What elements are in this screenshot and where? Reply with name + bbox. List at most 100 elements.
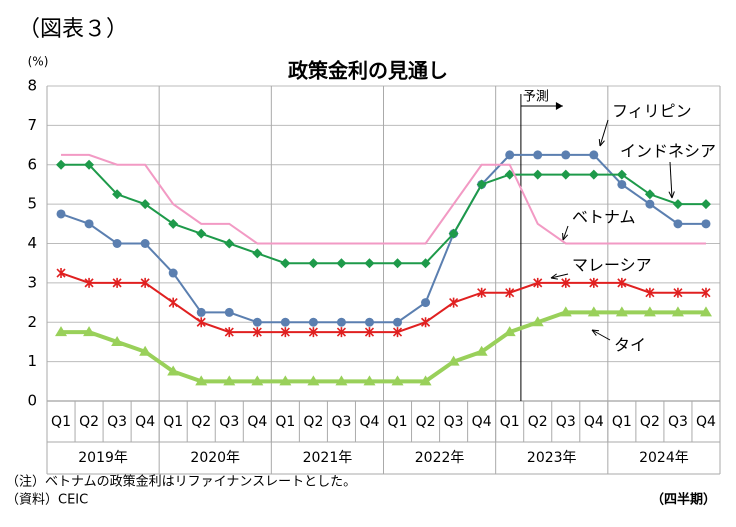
y-tick-label: 4 bbox=[27, 234, 37, 252]
point bbox=[364, 317, 374, 327]
point bbox=[308, 317, 318, 327]
series-label: インドネシア bbox=[620, 142, 716, 161]
x-tick-label: Q2 bbox=[191, 414, 211, 430]
point bbox=[196, 317, 206, 328]
label-arrow bbox=[550, 273, 569, 279]
x-tick-label: Q4 bbox=[247, 414, 267, 430]
label-arrowhead bbox=[550, 273, 558, 280]
x-tick-label: Q1 bbox=[500, 414, 520, 430]
point bbox=[280, 317, 290, 327]
point bbox=[84, 159, 95, 170]
y-tick-label: 6 bbox=[27, 155, 37, 173]
x-tick-label: Q2 bbox=[416, 414, 436, 430]
point bbox=[532, 169, 543, 180]
point bbox=[392, 327, 403, 338]
point bbox=[699, 306, 712, 317]
y-tick-label: 2 bbox=[27, 313, 37, 331]
point bbox=[168, 297, 178, 308]
point bbox=[112, 239, 122, 248]
x-tick-label: Q1 bbox=[388, 414, 408, 430]
point bbox=[364, 327, 375, 338]
point bbox=[561, 277, 571, 288]
source: （資料）CEIC bbox=[6, 493, 88, 508]
point bbox=[280, 327, 290, 338]
point bbox=[84, 277, 94, 288]
point bbox=[56, 268, 66, 279]
point bbox=[336, 258, 347, 269]
year-label: 2024年 bbox=[639, 450, 689, 466]
point bbox=[279, 375, 292, 386]
point bbox=[140, 277, 150, 288]
year-label: 2022年 bbox=[415, 450, 465, 466]
x-tick-label: Q4 bbox=[472, 414, 492, 430]
point bbox=[645, 287, 655, 298]
point bbox=[252, 317, 262, 327]
x-tick-label: Q4 bbox=[584, 414, 604, 430]
point bbox=[84, 219, 94, 229]
point bbox=[168, 218, 179, 229]
point bbox=[589, 150, 599, 160]
point bbox=[700, 199, 711, 210]
point bbox=[56, 209, 66, 219]
x-tick-label: Q4 bbox=[135, 414, 155, 430]
point bbox=[336, 327, 347, 338]
x-tick-label: Q1 bbox=[51, 414, 71, 430]
x-tick-label: Q3 bbox=[668, 414, 688, 430]
point bbox=[223, 375, 236, 386]
point bbox=[561, 150, 571, 160]
label-arrowhead bbox=[598, 138, 605, 147]
x-tick-label: Q3 bbox=[444, 414, 464, 430]
point bbox=[363, 375, 376, 386]
point bbox=[701, 287, 711, 298]
label-arrowhead bbox=[562, 232, 569, 241]
point bbox=[168, 268, 178, 278]
figure-label: （図表３） bbox=[18, 17, 128, 42]
point bbox=[140, 199, 151, 210]
point bbox=[503, 326, 516, 337]
series-label: マレーシア bbox=[572, 256, 652, 275]
point bbox=[280, 258, 291, 269]
point bbox=[167, 365, 180, 376]
point bbox=[83, 326, 96, 337]
series-label: ベトナム bbox=[572, 208, 636, 227]
point bbox=[112, 277, 122, 288]
x-tick-label: Q1 bbox=[612, 414, 632, 430]
point bbox=[447, 355, 460, 366]
x-tick-label: Q2 bbox=[79, 414, 99, 430]
label-arrow bbox=[562, 225, 569, 241]
point bbox=[420, 317, 431, 328]
x-tick-label: Q3 bbox=[556, 414, 576, 430]
point bbox=[617, 277, 627, 288]
series-line bbox=[61, 310, 706, 384]
point bbox=[671, 306, 684, 317]
x-tick-label: Q3 bbox=[107, 414, 127, 430]
point bbox=[673, 219, 683, 229]
point bbox=[392, 258, 403, 269]
point bbox=[533, 277, 543, 288]
year-label: 2021年 bbox=[303, 450, 353, 466]
point bbox=[449, 297, 459, 308]
point bbox=[476, 179, 487, 190]
label-arrowhead bbox=[591, 329, 600, 336]
point bbox=[559, 306, 572, 317]
y-tick-label: 5 bbox=[27, 195, 37, 213]
point bbox=[251, 375, 264, 386]
point bbox=[391, 375, 404, 386]
point bbox=[587, 306, 600, 317]
point bbox=[420, 258, 431, 269]
x-tick-label: Q1 bbox=[275, 414, 295, 430]
point bbox=[505, 150, 515, 160]
note: （注）ベトナムの政策金利はリファイナンスレートとした。 bbox=[6, 474, 356, 490]
label-arrow bbox=[669, 161, 673, 199]
point bbox=[252, 327, 262, 338]
point bbox=[588, 169, 599, 180]
point bbox=[112, 189, 123, 200]
point bbox=[643, 306, 656, 317]
point bbox=[195, 375, 208, 386]
point bbox=[224, 327, 234, 338]
series-line bbox=[60, 153, 706, 324]
x-tick-label: Q2 bbox=[303, 414, 323, 430]
year-label: 2023年 bbox=[527, 450, 577, 466]
year-label: 2020年 bbox=[190, 450, 240, 466]
